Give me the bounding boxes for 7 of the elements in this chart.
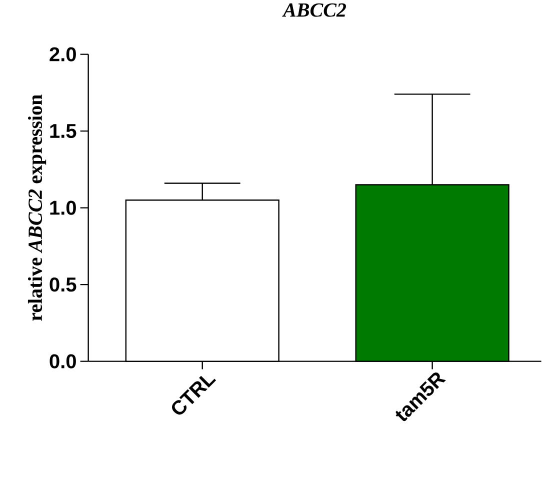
y-axis-title: relative ABCC2 expression (28, 94, 46, 321)
chart-title: ABCC2 (282, 3, 346, 17)
y-tick-label: 0.0 (50, 354, 76, 368)
y-tick-label: 1.0 (50, 200, 76, 215)
y-tick-label: 1.5 (50, 124, 76, 138)
y-tick-label: 0.5 (50, 277, 76, 292)
y-tick-label: 2.0 (50, 47, 76, 62)
